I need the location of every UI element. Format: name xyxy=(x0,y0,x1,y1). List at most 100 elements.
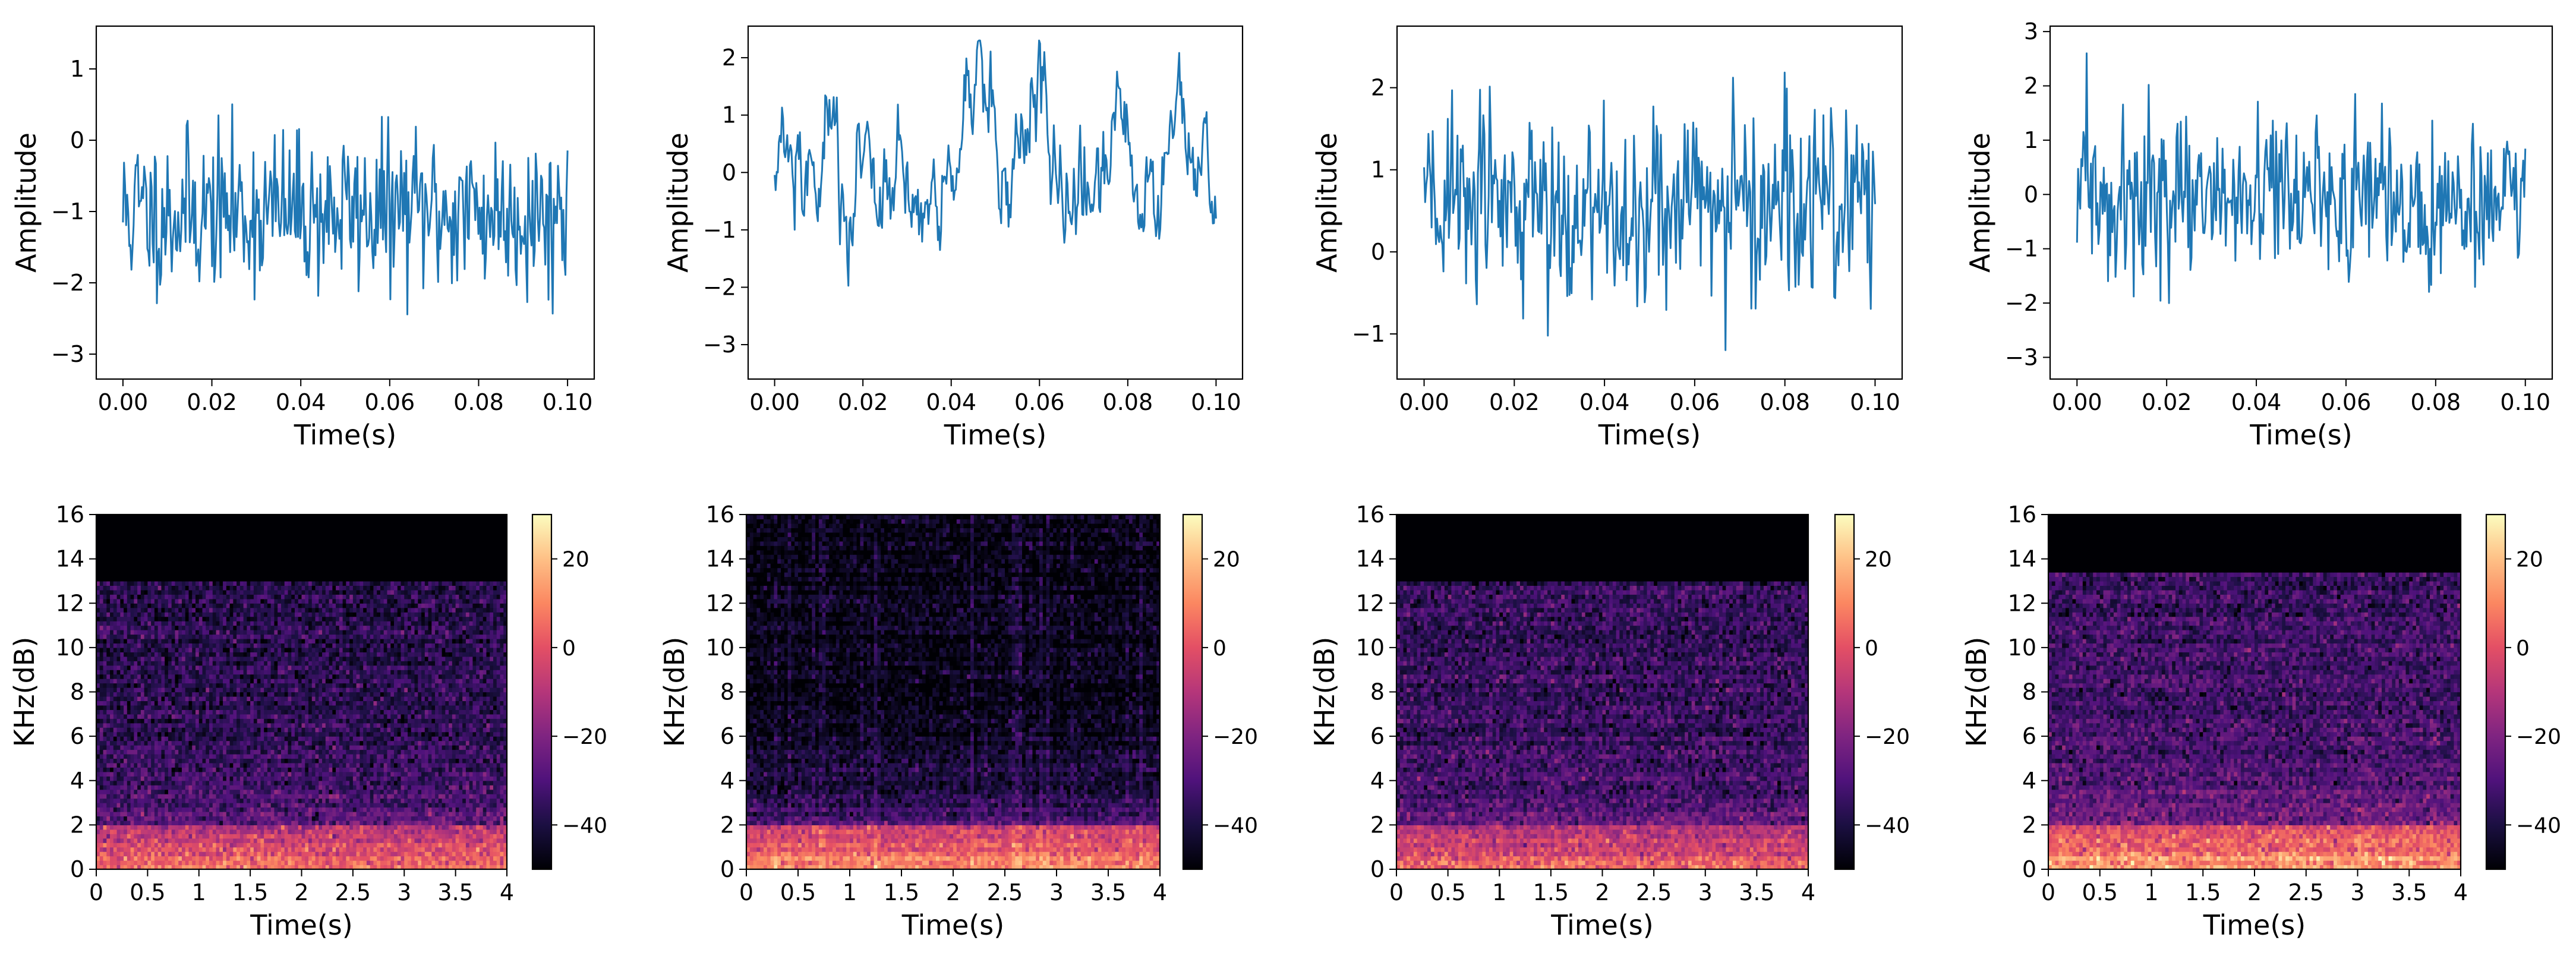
colorbar-tick-label: 20 xyxy=(1865,548,1892,572)
y-tick-label: 6 xyxy=(70,723,84,749)
x-tick-label: 0.02 xyxy=(2142,389,2192,415)
y-tick-label: 12 xyxy=(2008,590,2036,616)
y-tick-label: 12 xyxy=(706,590,734,616)
y-tick-label: 14 xyxy=(706,546,734,572)
x-tick-label: 0.00 xyxy=(1399,389,1449,415)
x-tick-label: 0.10 xyxy=(1191,389,1241,415)
x-tick-label: 2.5 xyxy=(987,879,1023,905)
spectrogram-cells xyxy=(96,515,507,870)
spectrogram-cells xyxy=(2048,515,2461,870)
x-axis-label: Time(s) xyxy=(2249,419,2352,451)
x-tick-label: 0.5 xyxy=(2082,879,2118,905)
y-tick-label: 4 xyxy=(1370,768,1385,794)
axes-frame xyxy=(747,25,1244,380)
colorbar-tick-label: −20 xyxy=(1865,725,1910,749)
x-axis-label: Time(s) xyxy=(901,909,1004,941)
x-axis-label: Time(s) xyxy=(944,419,1046,451)
colorbar-tick-label: 0 xyxy=(2516,636,2530,661)
waveform-panel: 0.00 0.02 0.04 0.06 0.08 0.10 2 1 0 −1 Time(s) Ampl… xyxy=(1311,25,1903,451)
colorbar-tick-label: 20 xyxy=(2516,548,2543,572)
x-tick-label: 0.00 xyxy=(98,389,149,415)
x-tick-label: 0.00 xyxy=(2052,389,2102,415)
colorbar-frame xyxy=(1834,513,1855,870)
x-tick-label: 4 xyxy=(1153,879,1167,905)
y-tick-label: 0 xyxy=(722,159,736,185)
y-tick-label: 16 xyxy=(56,501,84,528)
colorbar-tick-label: 0 xyxy=(1213,636,1226,661)
colorbar-tick-label: 20 xyxy=(562,548,589,572)
x-tick-label: 3.5 xyxy=(1739,879,1774,905)
y-tick-label: 4 xyxy=(70,768,84,794)
y-tick-label: 2 xyxy=(722,45,736,71)
y-tick-label: 16 xyxy=(706,501,734,528)
y-tick-label: 16 xyxy=(1356,501,1385,528)
y-tick-label: 10 xyxy=(1356,635,1385,661)
colorbar-tick-label: −20 xyxy=(2516,725,2561,749)
colorbar-tick-label: −20 xyxy=(562,725,607,749)
y-tick-label: 14 xyxy=(2008,546,2036,572)
y-tick-label: 0 xyxy=(70,856,84,882)
x-tick-label: 0.5 xyxy=(780,879,816,905)
colorbar-frame xyxy=(1182,513,1203,870)
y-axis-label: KHz(dB) xyxy=(658,637,690,747)
x-tick-label: 3.5 xyxy=(437,879,473,905)
x-tick-label: 0.04 xyxy=(1579,389,1630,415)
x-axis-label: Time(s) xyxy=(294,419,396,451)
x-tick-label: 0.06 xyxy=(2321,389,2372,415)
x-tick-label: 0.08 xyxy=(453,389,504,415)
y-tick-label: 12 xyxy=(56,590,84,616)
y-tick-label: 2 xyxy=(1370,812,1385,838)
y-axis-label: Amplitude xyxy=(1964,132,1996,273)
y-tick-label: 0 xyxy=(2024,181,2038,207)
waveform-panel: 0.00 0.02 0.04 0.06 0.08 0.10 3 2 1 0 −1 −2 −3 Time(s… xyxy=(1964,18,2553,451)
y-tick-label: 2 xyxy=(2022,812,2036,838)
colorbar-frame xyxy=(2485,513,2506,870)
x-tick-label: 1.5 xyxy=(232,879,268,905)
waveform-line xyxy=(2076,52,2527,304)
x-tick-label: 0 xyxy=(1389,879,1404,905)
y-tick-label: 1 xyxy=(722,102,736,128)
x-tick-label: 0.00 xyxy=(749,389,800,415)
colorbar-gradient xyxy=(2486,515,2505,869)
colorbar-tick-label: 20 xyxy=(1213,548,1240,572)
x-tick-label: 1 xyxy=(2144,879,2158,905)
y-tick-label: 1 xyxy=(70,56,84,82)
spectrogram-cells xyxy=(746,515,1161,870)
x-tick-label: 0.08 xyxy=(1103,389,1153,415)
y-tick-label: 6 xyxy=(1370,723,1385,749)
x-tick-label: 2.5 xyxy=(2288,879,2324,905)
x-tick-label: 0.06 xyxy=(365,389,415,415)
x-tick-label: 1.5 xyxy=(2185,879,2221,905)
x-tick-label: 0.5 xyxy=(130,879,165,905)
y-tick-label: 8 xyxy=(70,679,84,705)
colorbar: 20 0 −20 −40 xyxy=(1182,513,1258,870)
colorbar-tick-label: −40 xyxy=(562,813,607,838)
x-tick-label: 3 xyxy=(2350,879,2364,905)
x-tick-label: 1 xyxy=(843,879,857,905)
x-tick-label: 0.04 xyxy=(2231,389,2282,415)
x-tick-label: 4 xyxy=(1801,879,1815,905)
x-tick-label: 0.10 xyxy=(1850,389,1900,415)
y-tick-label: 0 xyxy=(1370,856,1385,882)
y-tick-label: −1 xyxy=(2005,236,2038,262)
x-tick-label: 0.06 xyxy=(1014,389,1065,415)
y-tick-label: −2 xyxy=(51,270,84,296)
waveform-line xyxy=(1423,71,1876,351)
x-tick-label: 2 xyxy=(1595,879,1609,905)
y-tick-label: 10 xyxy=(706,635,734,661)
y-tick-label: 6 xyxy=(720,723,734,749)
colorbar: 20 0 −20 −40 xyxy=(2485,513,2561,870)
y-tick-label: 10 xyxy=(2008,635,2036,661)
colorbar-frame xyxy=(531,513,553,870)
spectrogram-panel: 0 0.5 1 1.5 2 2.5 3 3.5 41614121086420Time(s)KHz… xyxy=(1309,501,1910,941)
x-tick-label: 0.08 xyxy=(1760,389,1810,415)
x-tick-label: 3 xyxy=(1049,879,1064,905)
y-axis-label: KHz(dB) xyxy=(1309,637,1341,747)
x-tick-label: 0 xyxy=(89,879,103,905)
x-tick-label: 0.04 xyxy=(276,389,326,415)
x-tick-label: 3 xyxy=(397,879,411,905)
y-tick-label: 2 xyxy=(720,812,734,838)
colorbar-tick-label: −40 xyxy=(1213,813,1258,838)
y-tick-label: −1 xyxy=(51,198,84,225)
x-tick-label: 1.5 xyxy=(884,879,919,905)
